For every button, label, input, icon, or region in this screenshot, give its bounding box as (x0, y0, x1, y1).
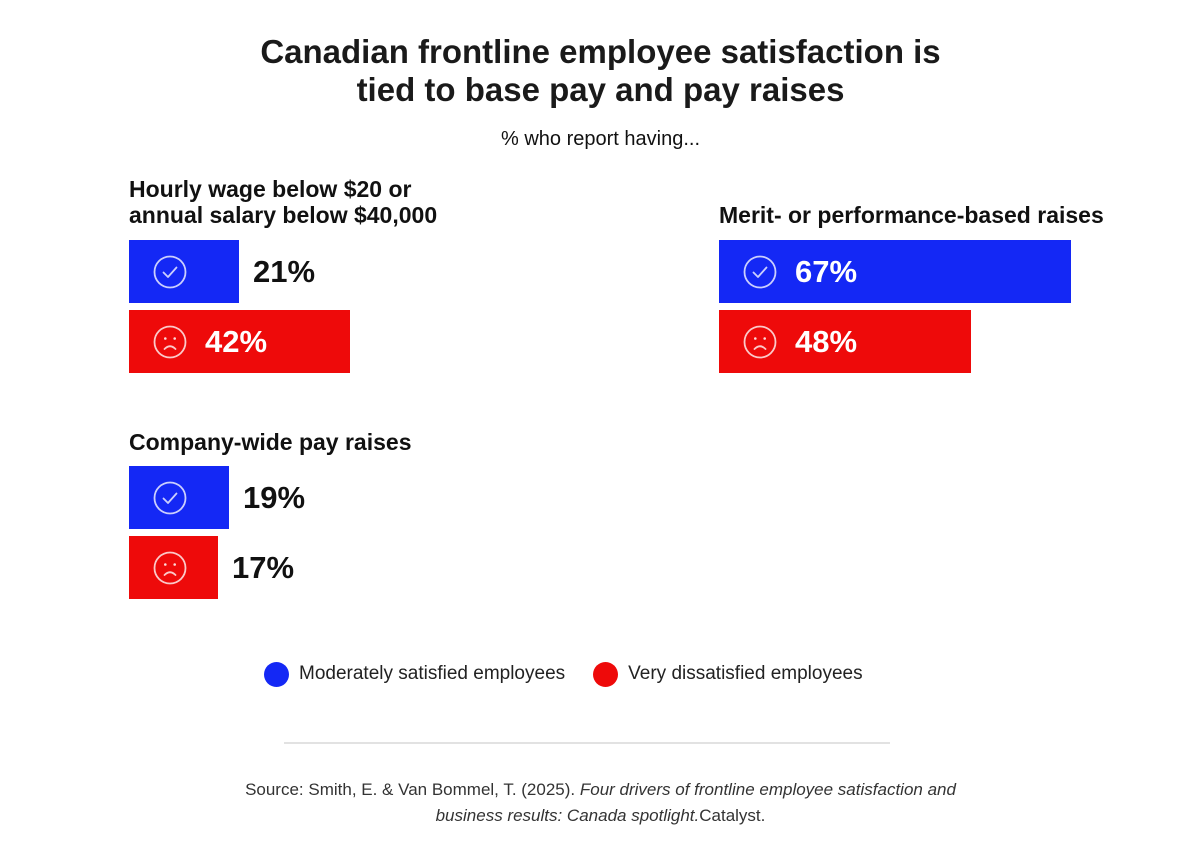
data-label: 48% (795, 324, 858, 359)
chart-subtitle: % who report having... (501, 128, 700, 150)
chart-title: Canadian frontline employee satisfaction… (0, 33, 1201, 109)
bar-company-wide-satisfied: 19% (129, 466, 305, 529)
data-label: 19% (243, 480, 306, 515)
source-line-1: Source: Smith, E. & Van Bommel, T. (2025… (0, 777, 1201, 803)
check-circle-icon (153, 481, 187, 515)
group-title-low-wage: Hourly wage below $20 or annual salary b… (129, 176, 437, 228)
check-circle-icon (743, 255, 777, 289)
data-label: 17% (232, 550, 295, 585)
bar-merit-raises-dissatisfied: 48% (719, 310, 971, 373)
group-title-merit-raises: Merit- or performance-based raises (719, 202, 1104, 228)
source-prefix: Source: Smith, E. & Van Bommel, T. (2025… (245, 780, 580, 799)
data-label: 67% (795, 254, 858, 289)
group-title-company-wide-raises: Company-wide pay raises (129, 429, 412, 455)
bar-low-wage-dissatisfied: 42% (129, 310, 350, 373)
group-title-line: annual salary below $40,000 (129, 202, 438, 228)
source-line-2: business results: Canada spotlight.Catal… (0, 803, 1201, 829)
check-circle-icon (153, 255, 187, 289)
source-note: Source: Smith, E. & Van Bommel, T. (2025… (0, 777, 1201, 829)
bar-company-wide-dissatisfied: 17% (129, 536, 294, 599)
bar-merit-raises-satisfied: 67% (719, 240, 1071, 303)
chart-title-line-1: Canadian frontline employee satisfaction… (260, 33, 941, 70)
bar-low-wage-satisfied: 21% (129, 240, 315, 303)
legend-item-satisfied: Moderately satisfied employees (264, 661, 566, 687)
frown-face-icon (153, 325, 187, 359)
chart-title-line-2: tied to base pay and pay raises (356, 71, 845, 108)
legend-item-dissatisfied: Very dissatisfied employees (593, 661, 863, 687)
data-label: 21% (253, 254, 316, 289)
source-publisher: Catalyst. (699, 806, 766, 825)
source-title-part-2: business results: Canada spotlight. (435, 806, 700, 825)
legend: Moderately satisfied employees Very diss… (264, 661, 891, 687)
legend-label: Moderately satisfied employees (299, 663, 566, 684)
data-label: 42% (205, 324, 268, 359)
legend-label: Very dissatisfied employees (628, 663, 863, 684)
group-title-line: Merit- or performance-based raises (719, 202, 1104, 228)
legend-dot-icon (264, 661, 289, 687)
frown-face-icon (743, 325, 777, 359)
group-title-line: Company-wide pay raises (129, 429, 412, 455)
divider (284, 742, 890, 744)
legend-dot-icon (593, 661, 619, 687)
group-title-line: Hourly wage below $20 or (129, 176, 412, 202)
source-title-part-1: Four drivers of frontline employee satis… (579, 780, 956, 799)
frown-face-icon (153, 551, 187, 585)
